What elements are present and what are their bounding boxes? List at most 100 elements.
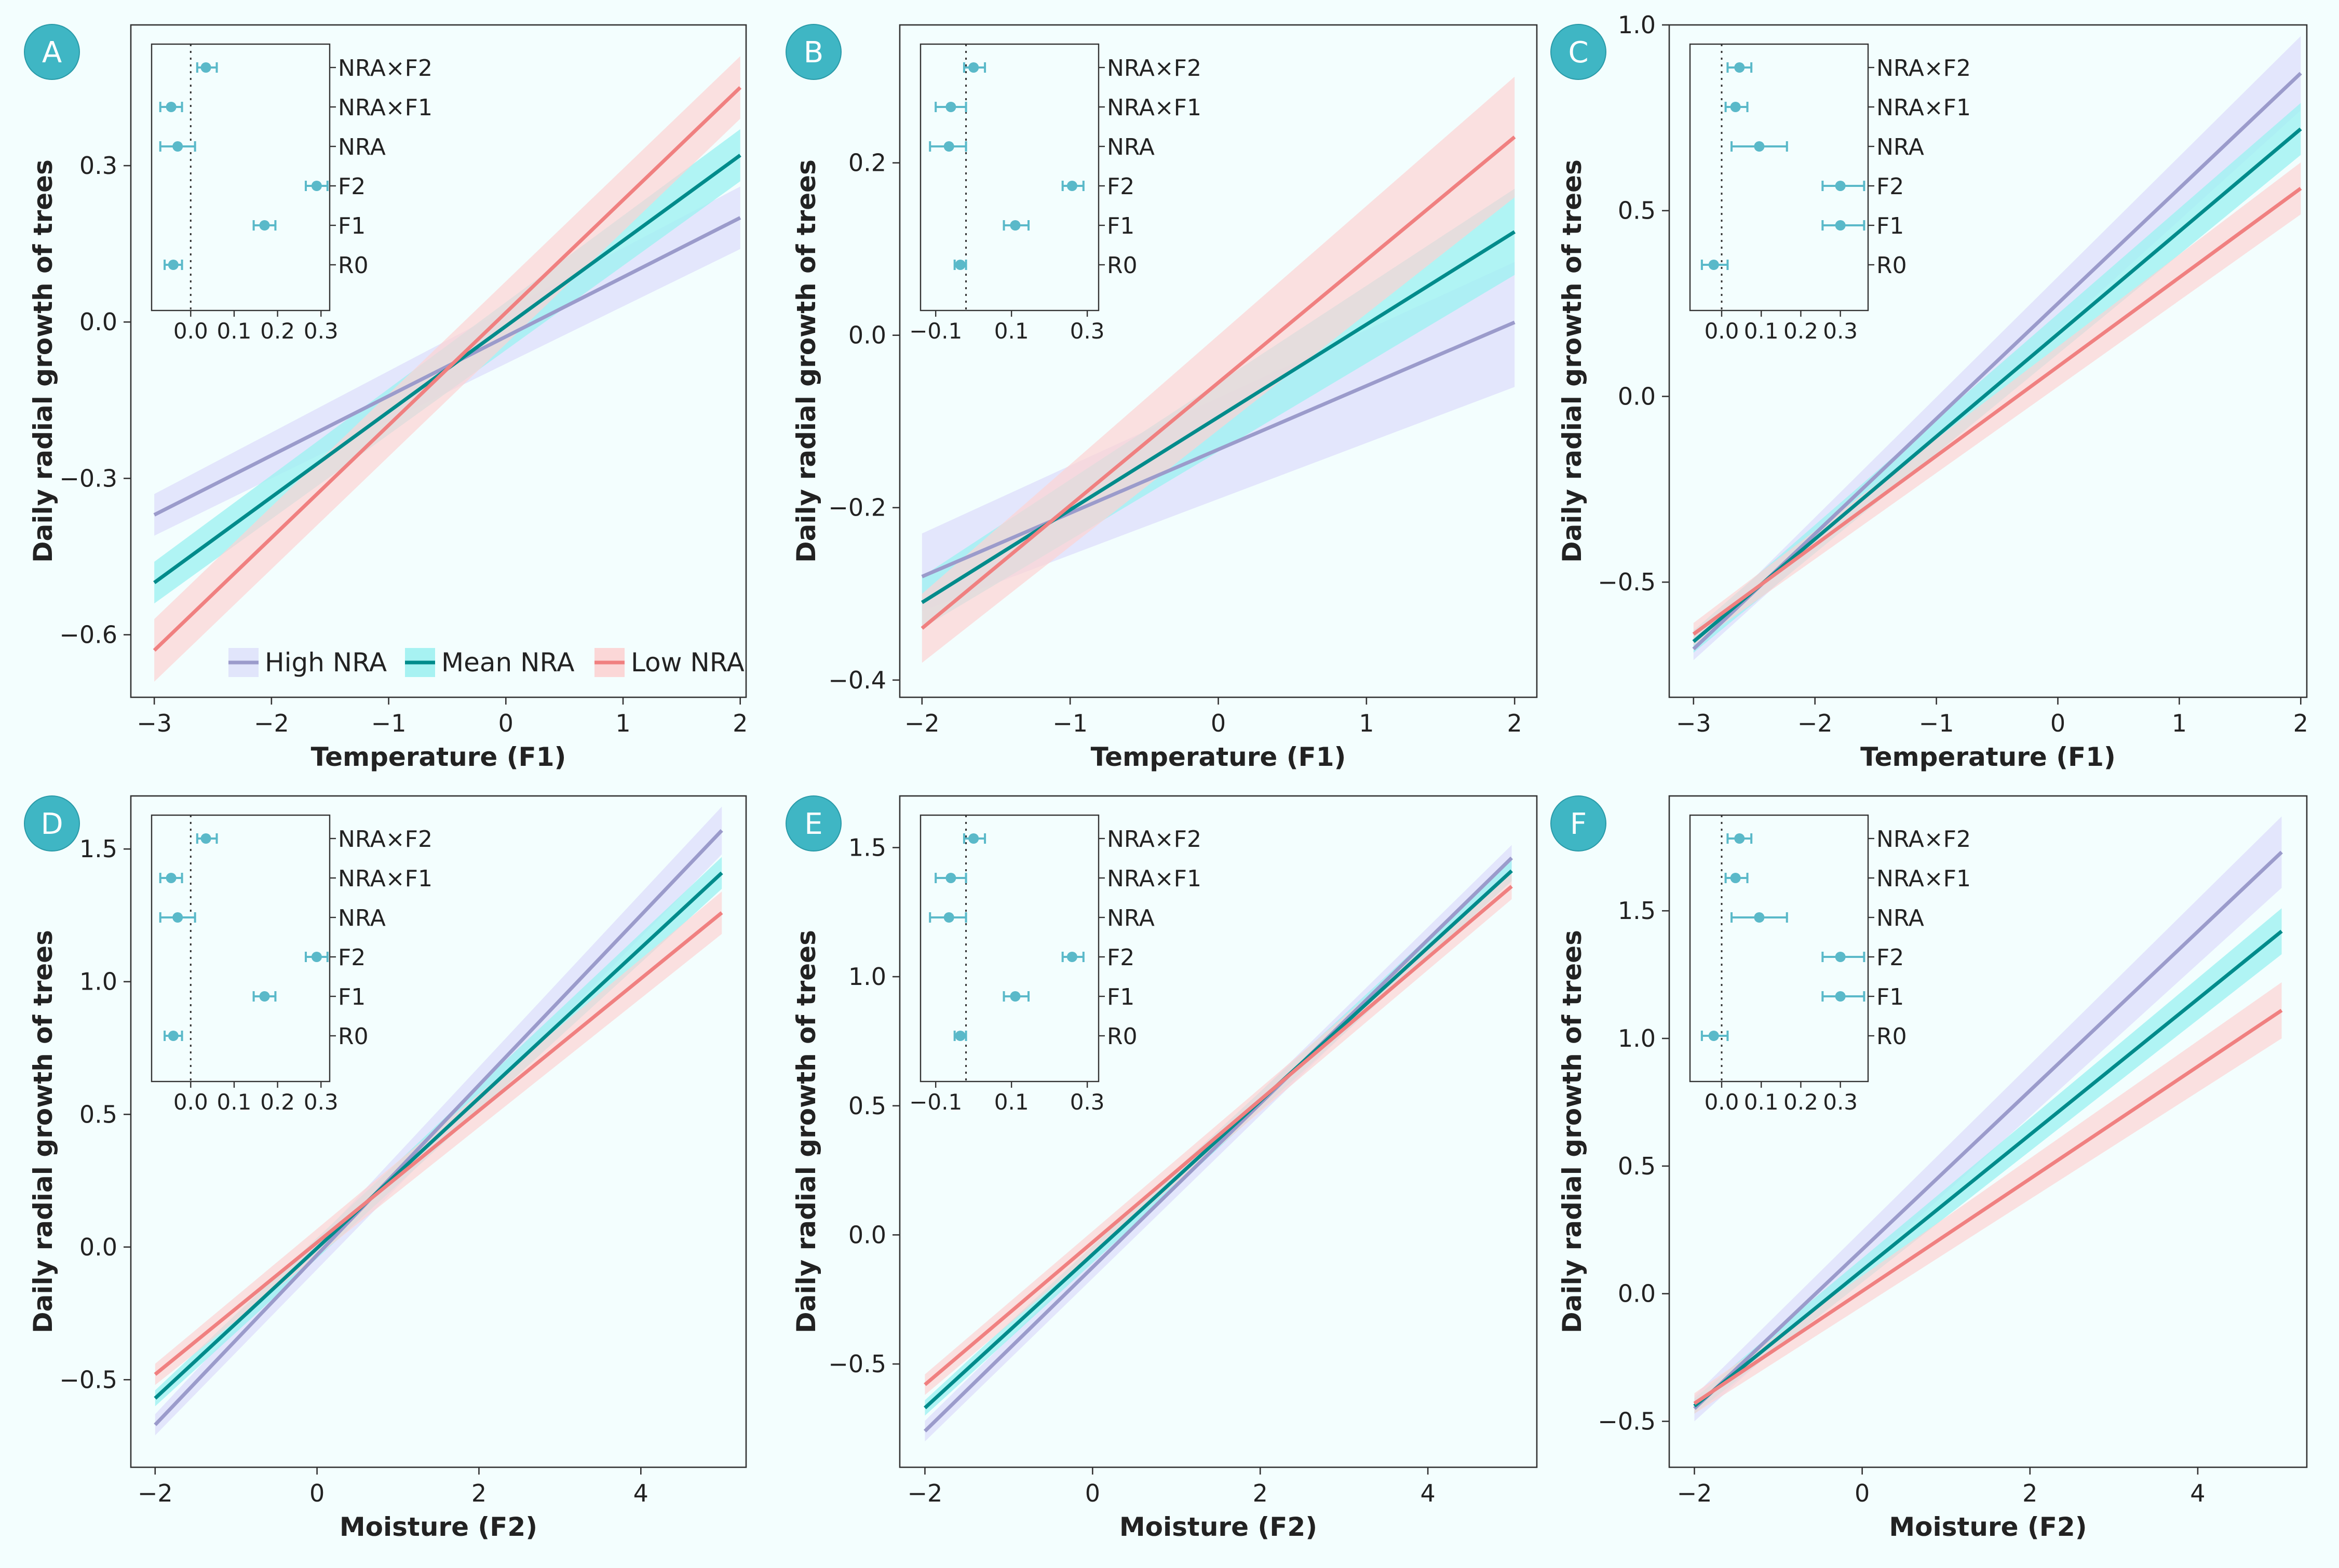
inset-forest-plot: NRA×F2 NRA×F1 NRA F2 F1 R0 0.0 0.1 0.2 0.3 — [1689, 43, 1971, 344]
panel-c: −3 −2 −1 0 1 2 −0.5 0.0 0.5 1.0 Temperature (F1) Da… — [1550, 11, 2308, 772]
line-mean-nra — [921, 230, 1516, 604]
x-tick-label: −2 — [1797, 709, 1833, 737]
y-tick-label: −0.5 — [1598, 1408, 1656, 1436]
inset-row-label: NRA×F2 — [1876, 55, 1971, 82]
inset-row-label: NRA×F2 — [1107, 826, 1201, 853]
inset-frame — [920, 43, 1100, 312]
ci-band-low-nra — [922, 76, 1515, 663]
legend-label: Low NRA — [631, 647, 745, 678]
panel-letter: F — [1570, 807, 1587, 841]
y-axis-label: Daily radial growth of trees — [1557, 159, 1587, 563]
x-tick-label: 0 — [1211, 709, 1226, 737]
inset-forest-plot: NRA×F2 NRA×F1 NRA F2 F1 R0 −0.1 0.1 0.3 — [909, 814, 1201, 1115]
inset-estimate-point — [1708, 260, 1719, 270]
y-tick-label: 1.0 — [848, 963, 886, 991]
panel-f: −2 0 2 4 −0.5 0.0 0.5 1.0 1.5 Moisture (F2) Daily … — [1550, 795, 2308, 1542]
y-tick-label: −0.5 — [1598, 568, 1656, 596]
y-tick-label: 1.5 — [848, 833, 886, 861]
y-axis-label: Daily radial growth of trees — [1557, 930, 1587, 1333]
y-axis-label: Daily radial growth of trees — [28, 930, 58, 1333]
inset-estimate-point — [1835, 181, 1846, 191]
y-tick-label: 1.0 — [1618, 11, 1656, 39]
x-tick-label: −2 — [904, 709, 940, 737]
inset-estimate-point — [1835, 991, 1846, 1002]
inset-estimate-point — [1730, 873, 1741, 883]
inset-estimate-point — [1730, 102, 1741, 112]
panel-b: −2 −1 0 1 2 −0.4 −0.2 0.0 0.2 Temperature (F1) Dai… — [786, 24, 1538, 772]
inset-x-tick-label: 0.3 — [1070, 318, 1105, 344]
ci-band-low-nra — [155, 891, 722, 1385]
inset-row-label: NRA — [338, 134, 386, 160]
x-tick-label: 1 — [2172, 709, 2187, 737]
inset-estimate-point — [1754, 141, 1765, 152]
line-mean-nra — [1693, 929, 2283, 1408]
panel-letter: D — [40, 807, 63, 841]
inset-row-label: F2 — [338, 173, 366, 200]
x-tick-label: 1 — [615, 709, 630, 737]
line-high-nra — [154, 829, 723, 1426]
line-low-nra — [921, 136, 1516, 630]
inset-estimate-point — [311, 952, 322, 962]
panel-letter: B — [804, 36, 823, 70]
inset-frame — [1689, 814, 1869, 1083]
plot-frame — [1668, 795, 2308, 1468]
x-tick-label: 4 — [1420, 1479, 1435, 1507]
panel-letter: C — [1568, 36, 1588, 70]
legend-label: High NRA — [265, 647, 387, 678]
line-mean-nra — [154, 871, 723, 1400]
x-axis-label: Temperature (F1) — [1091, 742, 1346, 772]
y-tick-label: 0.5 — [79, 1100, 117, 1128]
x-tick-label: −1 — [1919, 709, 1954, 737]
panel-badge — [1550, 24, 1606, 80]
x-axis-label: Moisture (F2) — [340, 1512, 537, 1542]
x-tick-label: 2 — [2293, 709, 2308, 737]
inset-estimate-point — [172, 912, 183, 923]
inset-row-label: F2 — [1876, 944, 1904, 971]
inset-x-tick-label: 0.3 — [1070, 1089, 1105, 1115]
inset-row-label: F2 — [1876, 173, 1904, 200]
panel-badge — [24, 24, 80, 80]
inset-x-tick-label: 0.1 — [994, 318, 1029, 344]
inset-estimate-point — [955, 260, 966, 270]
inset-estimate-point — [311, 181, 322, 191]
y-axis-label: Daily radial growth of trees — [28, 159, 58, 563]
y-tick-label: 0.2 — [848, 149, 886, 177]
inset-estimate-point — [1066, 952, 1077, 962]
inset-estimate-point — [943, 912, 954, 923]
line-high-nra — [923, 856, 1513, 1432]
inset-estimate-point — [945, 102, 956, 112]
inset-estimate-point — [166, 102, 177, 112]
inset-estimate-point — [1010, 991, 1021, 1002]
inset-x-tick-label: 0.2 — [260, 1089, 295, 1115]
x-tick-label: 0 — [309, 1479, 325, 1507]
y-axis-label: Daily radial growth of trees — [791, 930, 821, 1333]
legend-item-high-nra: High NRA — [228, 647, 387, 678]
inset-row-label: NRA×F1 — [338, 94, 432, 121]
y-tick-label: −0.5 — [828, 1350, 886, 1378]
inset-x-tick-label: −0.1 — [909, 1089, 962, 1115]
inset-x-tick-label: 0.2 — [1783, 318, 1818, 344]
inset-row-label: NRA×F1 — [1107, 94, 1201, 121]
y-tick-label: 0.0 — [848, 321, 886, 349]
inset-x-tick-label: 0.1 — [994, 1089, 1029, 1115]
inset-row-label: R0 — [1876, 1023, 1907, 1050]
inset-row-label: F2 — [1107, 944, 1134, 971]
x-tick-label: 0 — [2050, 709, 2065, 737]
inset-row-label: NRA — [1876, 134, 1924, 160]
inset-x-tick-label: 0.2 — [1783, 1089, 1818, 1115]
line-low-nra — [924, 885, 1513, 1386]
inset-x-tick-label: 0.3 — [1823, 318, 1858, 344]
x-axis-label: Temperature (F1) — [1860, 742, 2116, 772]
inset-estimate-point — [1835, 952, 1846, 962]
x-tick-label: 2 — [2022, 1479, 2037, 1507]
inset-row-label: NRA×F1 — [1107, 866, 1201, 892]
inset-row-label: NRA×F1 — [1876, 866, 1971, 892]
inset-frame — [151, 814, 331, 1083]
y-tick-label: 0.0 — [1618, 382, 1656, 410]
inset-row-label: F1 — [338, 213, 366, 239]
inset-row-label: F1 — [338, 984, 366, 1010]
inset-row-label: R0 — [338, 252, 369, 279]
y-tick-label: −0.6 — [59, 621, 117, 649]
line-high-nra — [1693, 850, 2283, 1410]
y-tick-label: −0.2 — [828, 494, 886, 522]
